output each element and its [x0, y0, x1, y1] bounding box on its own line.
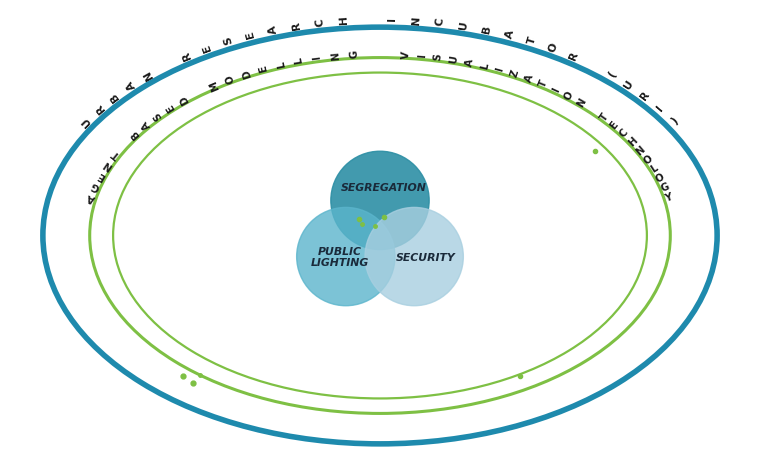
Text: I: I — [495, 66, 505, 73]
Text: C: C — [435, 17, 445, 26]
Text: G: G — [90, 180, 102, 193]
Text: A: A — [125, 79, 138, 91]
Text: G: G — [659, 182, 670, 194]
Text: M: M — [207, 79, 220, 92]
Text: A: A — [464, 57, 475, 67]
Circle shape — [365, 207, 464, 306]
Text: L: L — [275, 60, 287, 69]
Text: T: T — [526, 36, 538, 46]
Text: U: U — [458, 20, 470, 30]
Circle shape — [296, 207, 395, 306]
Text: O: O — [641, 153, 654, 166]
Text: T: T — [598, 112, 610, 123]
Text: A: A — [268, 24, 279, 34]
Text: O: O — [563, 90, 575, 102]
Text: S: S — [222, 35, 234, 46]
Text: T: T — [537, 79, 549, 89]
Text: SEGREGATION: SEGREGATION — [340, 183, 426, 193]
Text: (: ( — [606, 70, 617, 79]
Text: C: C — [315, 17, 325, 26]
Circle shape — [331, 151, 429, 250]
Text: I: I — [551, 86, 562, 94]
Text: B: B — [481, 24, 492, 34]
Text: E: E — [608, 120, 620, 131]
Text: U: U — [80, 114, 93, 127]
Text: N: N — [141, 68, 155, 81]
Text: B: B — [129, 128, 141, 140]
Text: I: I — [387, 17, 397, 21]
Text: U: U — [622, 79, 636, 91]
Text: PUBLIC
LIGHTING: PUBLIC LIGHTING — [311, 247, 369, 268]
Text: S: S — [152, 110, 164, 122]
Text: T: T — [110, 148, 122, 160]
Text: O: O — [224, 73, 236, 85]
Text: N: N — [635, 144, 648, 157]
Text: O: O — [547, 42, 559, 54]
Text: B: B — [108, 90, 121, 103]
Text: R: R — [93, 102, 106, 114]
Text: A: A — [140, 119, 153, 131]
Text: E: E — [258, 64, 269, 73]
Text: N: N — [575, 97, 588, 109]
Text: I: I — [416, 53, 427, 58]
Text: I: I — [312, 56, 322, 60]
Text: L: L — [649, 163, 660, 175]
Text: S: S — [432, 53, 443, 62]
Text: U: U — [448, 55, 460, 65]
Text: A: A — [86, 192, 97, 204]
Text: H: H — [338, 15, 349, 25]
Text: D: D — [240, 68, 252, 79]
Text: N: N — [331, 51, 341, 61]
Text: A: A — [504, 29, 516, 40]
Text: R: R — [290, 20, 302, 30]
Text: O: O — [654, 172, 666, 185]
Text: E: E — [201, 42, 213, 53]
Text: ): ) — [669, 115, 679, 126]
Text: E: E — [165, 102, 177, 113]
Text: I: I — [655, 103, 666, 113]
Text: E: E — [245, 30, 256, 39]
Text: H: H — [626, 135, 639, 148]
Text: SECURITY: SECURITY — [396, 252, 456, 262]
Text: N: N — [102, 158, 115, 171]
Text: G: G — [349, 50, 359, 59]
Text: Z: Z — [509, 69, 521, 79]
Text: E: E — [97, 170, 107, 181]
Text: C: C — [618, 127, 630, 139]
Text: R: R — [568, 50, 580, 62]
Text: A: A — [523, 73, 535, 84]
Text: N: N — [411, 15, 422, 25]
Text: Y: Y — [663, 192, 673, 203]
Text: R: R — [639, 90, 652, 103]
Text: L: L — [293, 57, 305, 65]
Text: D: D — [178, 93, 191, 106]
Text: R: R — [180, 50, 192, 62]
Text: L: L — [480, 62, 491, 70]
Text: V: V — [401, 50, 411, 59]
